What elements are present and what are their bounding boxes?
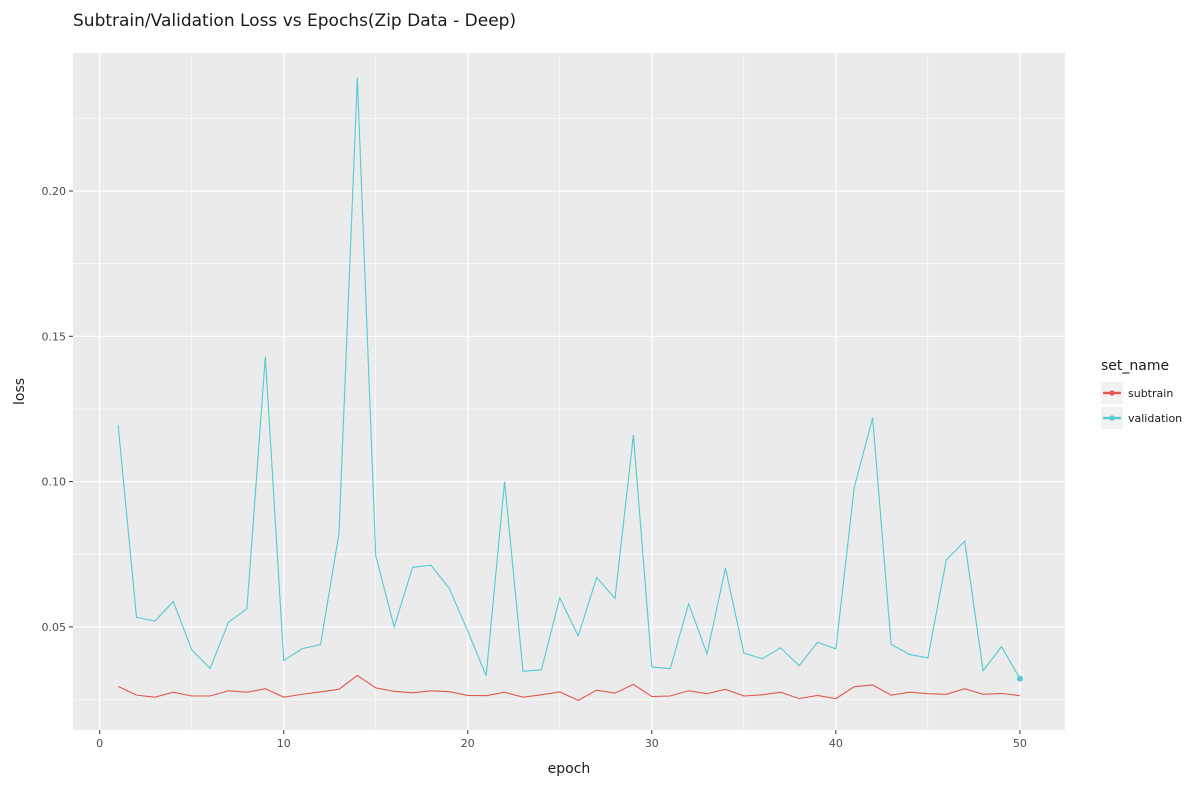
x-axis-title: epoch [548,761,591,777]
legend-key-point-validation [1109,415,1115,421]
y-axis: 0.05 0.10 0.15 0.20 [42,185,73,634]
series-line-subtrain [117,674,1020,701]
y-tick-label: 0.15 [42,330,67,343]
x-axis: 0 10 20 30 40 50 [96,730,1027,750]
legend-title: set_name [1101,358,1169,374]
legend-label-validation: validation [1128,412,1182,425]
series-line-validation [117,77,1021,679]
x-tick-label: 30 [645,737,659,750]
grid-major [73,53,1065,730]
y-tick-label: 0.05 [42,621,67,634]
y-tick-label: 0.20 [42,185,67,198]
legend-label-subtrain: subtrain [1128,387,1173,400]
legend-key-point-subtrain [1109,390,1115,396]
validation-last-point [1016,675,1023,682]
legend: set_name subtrain validation [1101,358,1182,429]
series-layer [117,77,1023,701]
y-tick-label: 0.10 [42,476,67,489]
chart-title: Subtrain/Validation Loss vs Epochs(Zip D… [73,11,516,31]
x-tick-label: 10 [277,737,291,750]
x-tick-label: 0 [96,737,103,750]
x-tick-label: 20 [461,737,475,750]
grid-minor [73,53,1065,730]
x-tick-label: 40 [829,737,843,750]
y-axis-title: loss [12,378,28,405]
x-tick-label: 50 [1013,737,1027,750]
plot-panel [73,53,1065,730]
